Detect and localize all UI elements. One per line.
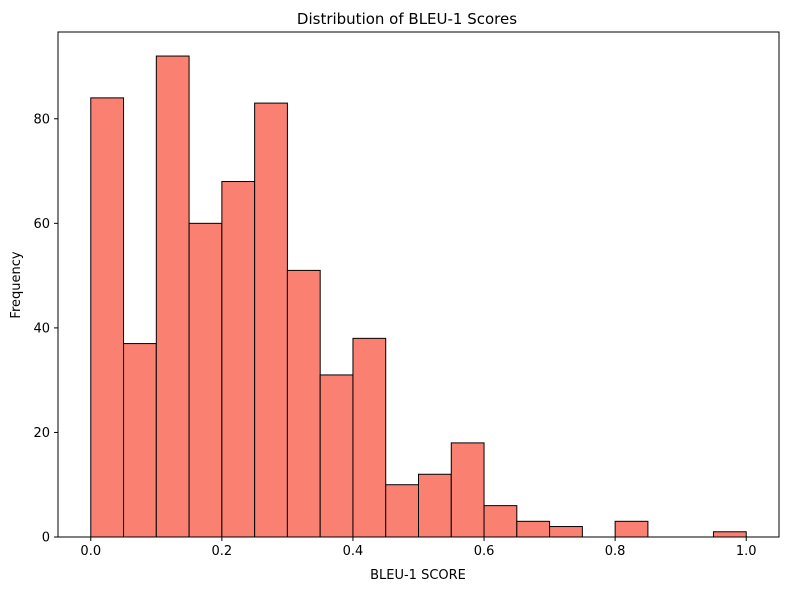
histogram-bar bbox=[450, 442, 485, 538]
histogram-bar bbox=[123, 343, 157, 538]
y-axis-ticks: 0 20 40 60 80 bbox=[33, 112, 58, 546]
histogram-bar bbox=[188, 222, 223, 538]
y-tick-label: 40 bbox=[33, 321, 50, 336]
histogram-bar bbox=[549, 526, 583, 538]
x-tick-label: 1.0 bbox=[736, 544, 757, 559]
x-tick-label: 0.2 bbox=[212, 544, 233, 559]
histogram-bar bbox=[418, 473, 452, 538]
chart-title: Distribution of BLEU-1 Scores bbox=[297, 10, 517, 28]
histogram-bar bbox=[254, 102, 288, 538]
histogram-bar bbox=[286, 269, 321, 538]
histogram-bar bbox=[221, 181, 256, 538]
x-tick-label: 0.6 bbox=[474, 544, 495, 559]
bars-layer bbox=[90, 55, 747, 538]
histogram-bar bbox=[712, 531, 747, 538]
x-axis-label: BLEU-1 SCORE bbox=[370, 568, 466, 583]
histogram-bar bbox=[516, 520, 551, 538]
histogram-bar bbox=[155, 55, 190, 538]
histogram-bar bbox=[614, 520, 649, 538]
histogram-bar bbox=[352, 337, 387, 538]
y-tick-label: 0 bbox=[42, 531, 50, 546]
y-axis-label: Frequency bbox=[9, 251, 24, 318]
x-tick-label: 0.0 bbox=[80, 544, 101, 559]
plot-frame bbox=[57, 31, 780, 538]
y-tick-label: 20 bbox=[33, 426, 50, 441]
y-tick-label: 80 bbox=[33, 112, 50, 127]
y-tick-label: 60 bbox=[33, 217, 50, 232]
x-axis-ticks: 0.0 0.2 0.4 0.6 0.8 1.0 bbox=[80, 537, 757, 559]
x-tick-label: 0.8 bbox=[605, 544, 626, 559]
x-tick-label: 0.4 bbox=[343, 544, 364, 559]
histogram-bar bbox=[319, 374, 354, 538]
histogram-bar bbox=[483, 505, 518, 538]
histogram-bar bbox=[90, 97, 125, 538]
histogram-bar bbox=[385, 484, 419, 538]
